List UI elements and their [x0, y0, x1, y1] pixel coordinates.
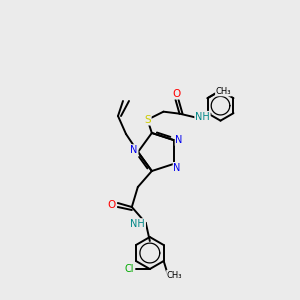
Text: CH₃: CH₃ [167, 271, 182, 280]
Text: CH₃: CH₃ [216, 87, 231, 96]
Text: NH: NH [130, 219, 145, 229]
Text: O: O [108, 200, 116, 210]
Text: S: S [144, 115, 151, 125]
Text: NH: NH [195, 112, 210, 122]
Text: N: N [176, 135, 183, 145]
Text: N: N [173, 163, 181, 173]
Text: O: O [173, 89, 181, 99]
Text: N: N [130, 145, 138, 155]
Text: Cl: Cl [124, 264, 134, 274]
